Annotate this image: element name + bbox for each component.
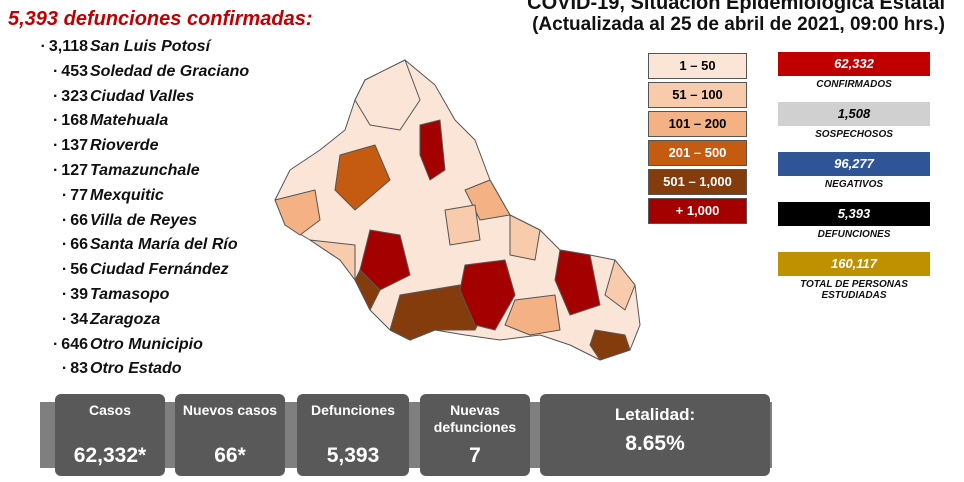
legend-item: 1 – 50 <box>648 53 747 79</box>
legend-item: + 1,000 <box>648 198 747 224</box>
summary-value: 62,332* <box>73 444 147 467</box>
header-title: COVID-19, Situación Epidemiológica Estat… <box>527 0 945 14</box>
death-count: 77 <box>62 187 88 205</box>
death-count: 453 <box>53 63 88 81</box>
death-count: 83 <box>62 360 88 378</box>
list-title: 5,393 defunciones confirmadas: <box>8 8 313 30</box>
stat-label: CONFIRMADOS <box>816 79 892 90</box>
death-count: 34 <box>62 311 88 329</box>
stat-label: SOSPECHOSOS <box>815 129 893 140</box>
municipality: Rioverde <box>90 137 159 155</box>
stat-value: 96,277 <box>778 152 930 176</box>
stat-label: NEGATIVOS <box>824 179 884 190</box>
stat-label: DEFUNCIONES <box>817 229 891 240</box>
legend-item: 101 – 200 <box>648 111 747 137</box>
summary-card: Nuevas defunciones 7 <box>420 394 530 476</box>
municipality: Tamazunchale <box>90 162 200 179</box>
summary-card: Defunciones 5,393 <box>297 394 409 476</box>
stat-value: 5,393 <box>778 202 930 226</box>
municipality: Ciudad Valles <box>90 87 195 105</box>
summary-value: 8.65% <box>625 432 685 455</box>
summary-label: Casos <box>88 402 132 418</box>
summary-card: Letalidad: 8.65% <box>540 394 770 476</box>
municipality: Mexquitic <box>90 186 164 204</box>
stat-value: 1,508 <box>778 102 930 126</box>
summary-label: Letalidad: <box>614 405 696 424</box>
death-count: 127 <box>53 162 88 180</box>
municipality: Otro Municipio <box>90 335 203 353</box>
death-count: 56 <box>62 261 88 279</box>
summary-label: Defunciones <box>310 402 395 418</box>
summary-label: Nuevos casos <box>182 402 278 418</box>
municipality: Santa María del Río <box>90 236 238 254</box>
summary-card: Nuevos casos 66* <box>175 394 285 476</box>
summary-card: Casos 62,332* <box>55 394 165 476</box>
summary-value: 66* <box>214 444 246 467</box>
state-map <box>274 59 641 361</box>
death-count: 66 <box>62 236 88 254</box>
death-count: 168 <box>53 112 88 130</box>
legend-item: 501 – 1,000 <box>648 169 747 195</box>
death-count: 66 <box>62 212 88 230</box>
legend-item: 201 – 500 <box>648 140 747 166</box>
municipality: Villa de Reyes <box>90 211 198 229</box>
stat-label: TOTAL DE PERSONAS ESTUDIADAS <box>800 279 908 301</box>
municipality: Soledad de Graciano <box>90 62 250 80</box>
header-subtitle: (Actualizada al 25 de abril de 2021, 09:… <box>532 14 945 35</box>
municipality: Tamasopo <box>90 286 170 303</box>
municipality: Matehuala <box>90 112 169 130</box>
death-count: 3,118 <box>41 38 88 56</box>
death-count: 323 <box>53 88 88 106</box>
municipality: Otro Estado <box>90 360 182 378</box>
summary-value: 5,393 <box>326 444 380 467</box>
summary-label: Nuevas defunciones <box>433 402 517 435</box>
stat-value: 62,332 <box>778 52 930 76</box>
death-count: 646 <box>53 336 88 354</box>
summary-value: 7 <box>469 444 481 467</box>
death-count: 137 <box>53 137 88 155</box>
municipality: San Luis Potosí <box>90 38 211 55</box>
municipality: Ciudad Fernández <box>90 261 229 279</box>
stat-value: 160,117 <box>778 252 930 276</box>
legend-item: 51 – 100 <box>648 82 747 108</box>
death-count: 39 <box>62 286 88 304</box>
municipality: Zaragoza <box>90 310 161 328</box>
